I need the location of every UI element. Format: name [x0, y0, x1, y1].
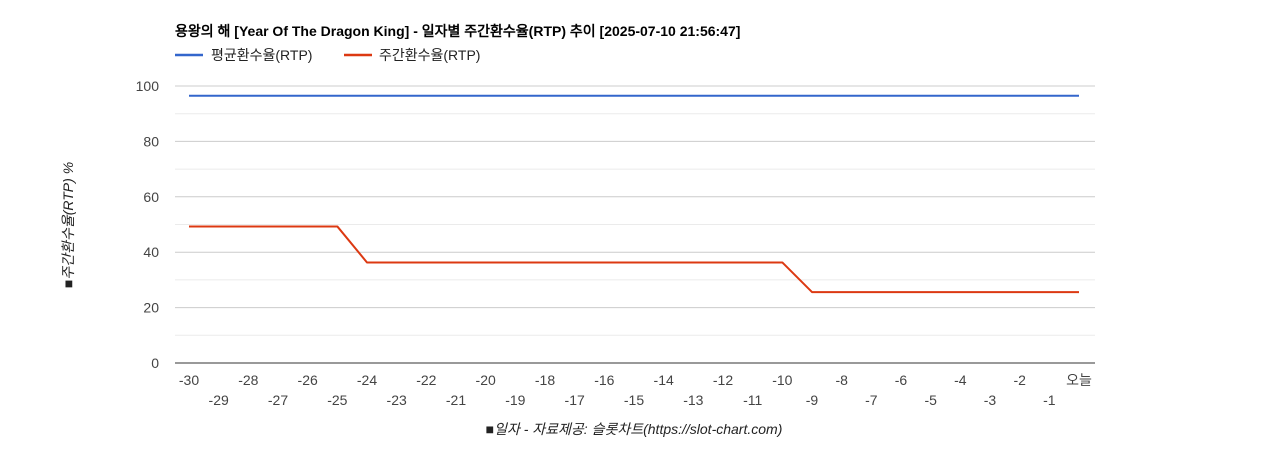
- chart-title: 용왕의 해 [Year Of The Dragon King] - 일자별 주간…: [175, 23, 740, 39]
- x-tick-label: -22: [416, 372, 436, 388]
- y-tick-label: 60: [143, 189, 159, 205]
- x-tick-label: -12: [713, 372, 733, 388]
- x-tick-label: -4: [954, 372, 967, 388]
- series-lines: [189, 94, 1079, 294]
- x-tick-label: -14: [654, 372, 674, 388]
- x-tick-label: -16: [594, 372, 614, 388]
- x-tick-label: -9: [806, 392, 819, 408]
- y-axis-ticks: 0 20 40 60 80 100: [136, 78, 160, 371]
- x-axis-label: ■일자 - 자료제공: 슬롯차트(https://slot-chart.com): [486, 421, 783, 437]
- y-tick-label: 20: [143, 300, 159, 316]
- x-tick-label: -24: [357, 372, 377, 388]
- x-tick-label: -26: [298, 372, 318, 388]
- x-tick-label: -19: [505, 392, 525, 408]
- x-tick-label: -20: [476, 372, 496, 388]
- y-axis-label: ■주간환수율(RTP) %: [60, 162, 76, 288]
- x-tick-label: -23: [387, 392, 407, 408]
- x-tick-label: -2: [1013, 372, 1026, 388]
- x-tick-label: -21: [446, 392, 466, 408]
- y-tick-label: 0: [151, 355, 159, 371]
- legend-label-weekly-rtp: 주간환수율(RTP): [379, 47, 480, 63]
- legend-item-weekly-rtp[interactable]: 주간환수율(RTP): [344, 47, 480, 63]
- x-tick-label: -8: [835, 372, 848, 388]
- x-tick-label: 오늘: [1066, 372, 1092, 388]
- legend-label-average-rtp: 평균환수율(RTP): [211, 47, 312, 63]
- x-tick-label: -30: [179, 372, 199, 388]
- x-tick-label: -29: [209, 392, 229, 408]
- series-line-weekly-rtp[interactable]: [189, 225, 1079, 294]
- x-tick-label: -15: [624, 392, 644, 408]
- x-tick-label: -18: [535, 372, 555, 388]
- gridlines: [175, 85, 1095, 336]
- x-tick-label: -28: [238, 372, 258, 388]
- x-tick-label: -10: [772, 372, 792, 388]
- y-tick-label: 80: [143, 133, 159, 149]
- x-tick-label: -25: [327, 392, 347, 408]
- x-tick-label: -13: [683, 392, 703, 408]
- x-tick-label: -1: [1043, 392, 1056, 408]
- x-tick-label: -3: [984, 392, 997, 408]
- x-tick-label: -7: [865, 392, 878, 408]
- x-tick-label: -11: [743, 392, 762, 408]
- x-tick-label: -6: [895, 372, 908, 388]
- y-tick-label: 40: [143, 244, 159, 260]
- legend-item-average-rtp[interactable]: 평균환수율(RTP): [175, 47, 312, 63]
- x-tick-label: -17: [565, 392, 585, 408]
- legend[interactable]: 평균환수율(RTP) 주간환수율(RTP): [175, 47, 480, 63]
- y-tick-label: 100: [136, 78, 160, 94]
- x-axis-ticks: -30-29-28-27-26-25-24-23-22-21-20-19-18-…: [179, 372, 1092, 408]
- x-tick-label: -5: [924, 392, 937, 408]
- x-tick-label: -27: [268, 392, 288, 408]
